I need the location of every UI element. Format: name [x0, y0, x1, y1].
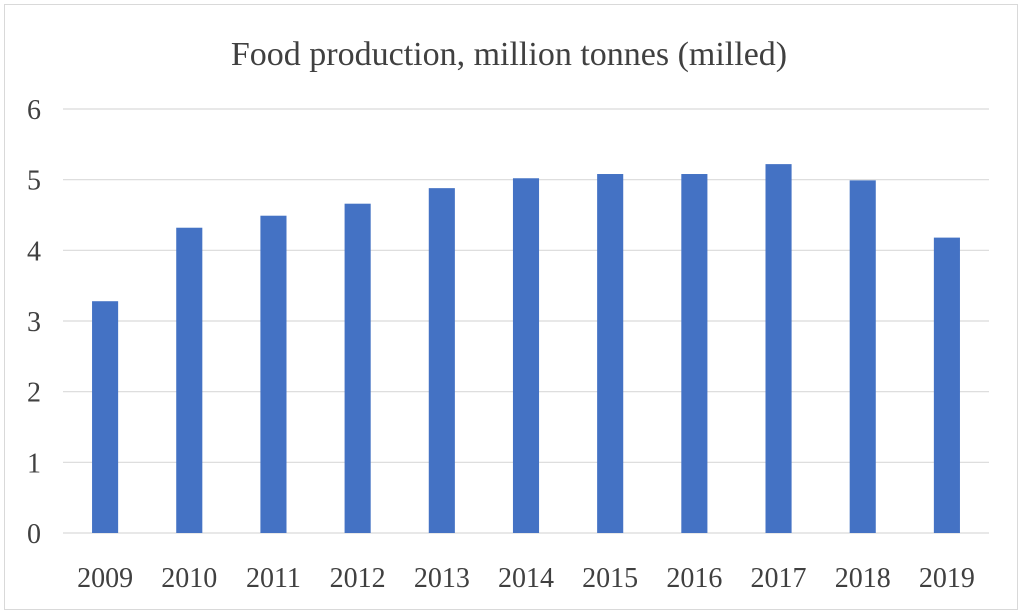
y-tick-label: 6	[27, 95, 41, 126]
bar-2011	[260, 215, 287, 533]
bar-2018	[849, 180, 876, 533]
chart-title: Food production, million tonnes (milled)	[231, 36, 787, 73]
x-tick-label: 2017	[751, 563, 807, 594]
bar-2016	[681, 174, 708, 533]
bars	[92, 164, 960, 533]
x-tick-label: 2016	[666, 563, 722, 594]
bar-2015	[597, 174, 624, 533]
bar-2019	[933, 237, 960, 533]
bar-2013	[428, 188, 455, 533]
y-tick-label: 3	[27, 307, 41, 338]
x-tick-label: 2010	[161, 563, 217, 594]
x-axis-tick-labels: 2009 2010 2011 2012 2013 2014 2015 2016 2017 2018…	[77, 563, 975, 594]
x-tick-label: 2009	[77, 563, 133, 594]
bar-chart: Food production, million tonnes (milled)…	[27, 36, 989, 594]
y-tick-label: 1	[27, 448, 41, 479]
y-tick-label: 5	[27, 166, 41, 197]
y-tick-label: 2	[27, 378, 41, 409]
x-tick-label: 2013	[414, 563, 470, 594]
bar-2010	[176, 227, 203, 533]
x-tick-label: 2019	[919, 563, 975, 594]
y-axis-tick-labels: 0 1 2 3 4 5 6	[27, 95, 41, 550]
x-tick-label: 2012	[330, 563, 386, 594]
x-tick-label: 2015	[582, 563, 638, 594]
bar-2009	[92, 301, 119, 533]
chart-frame: Food production, million tonnes (milled)…	[4, 4, 1018, 610]
x-tick-label: 2018	[835, 563, 891, 594]
bar-2017	[765, 164, 792, 533]
x-tick-label: 2011	[246, 563, 301, 594]
bar-2012	[344, 203, 371, 533]
bar-2014	[512, 178, 540, 533]
y-tick-label: 4	[27, 236, 41, 267]
y-tick-label: 0	[27, 519, 41, 550]
x-tick-label: 2014	[498, 563, 554, 594]
